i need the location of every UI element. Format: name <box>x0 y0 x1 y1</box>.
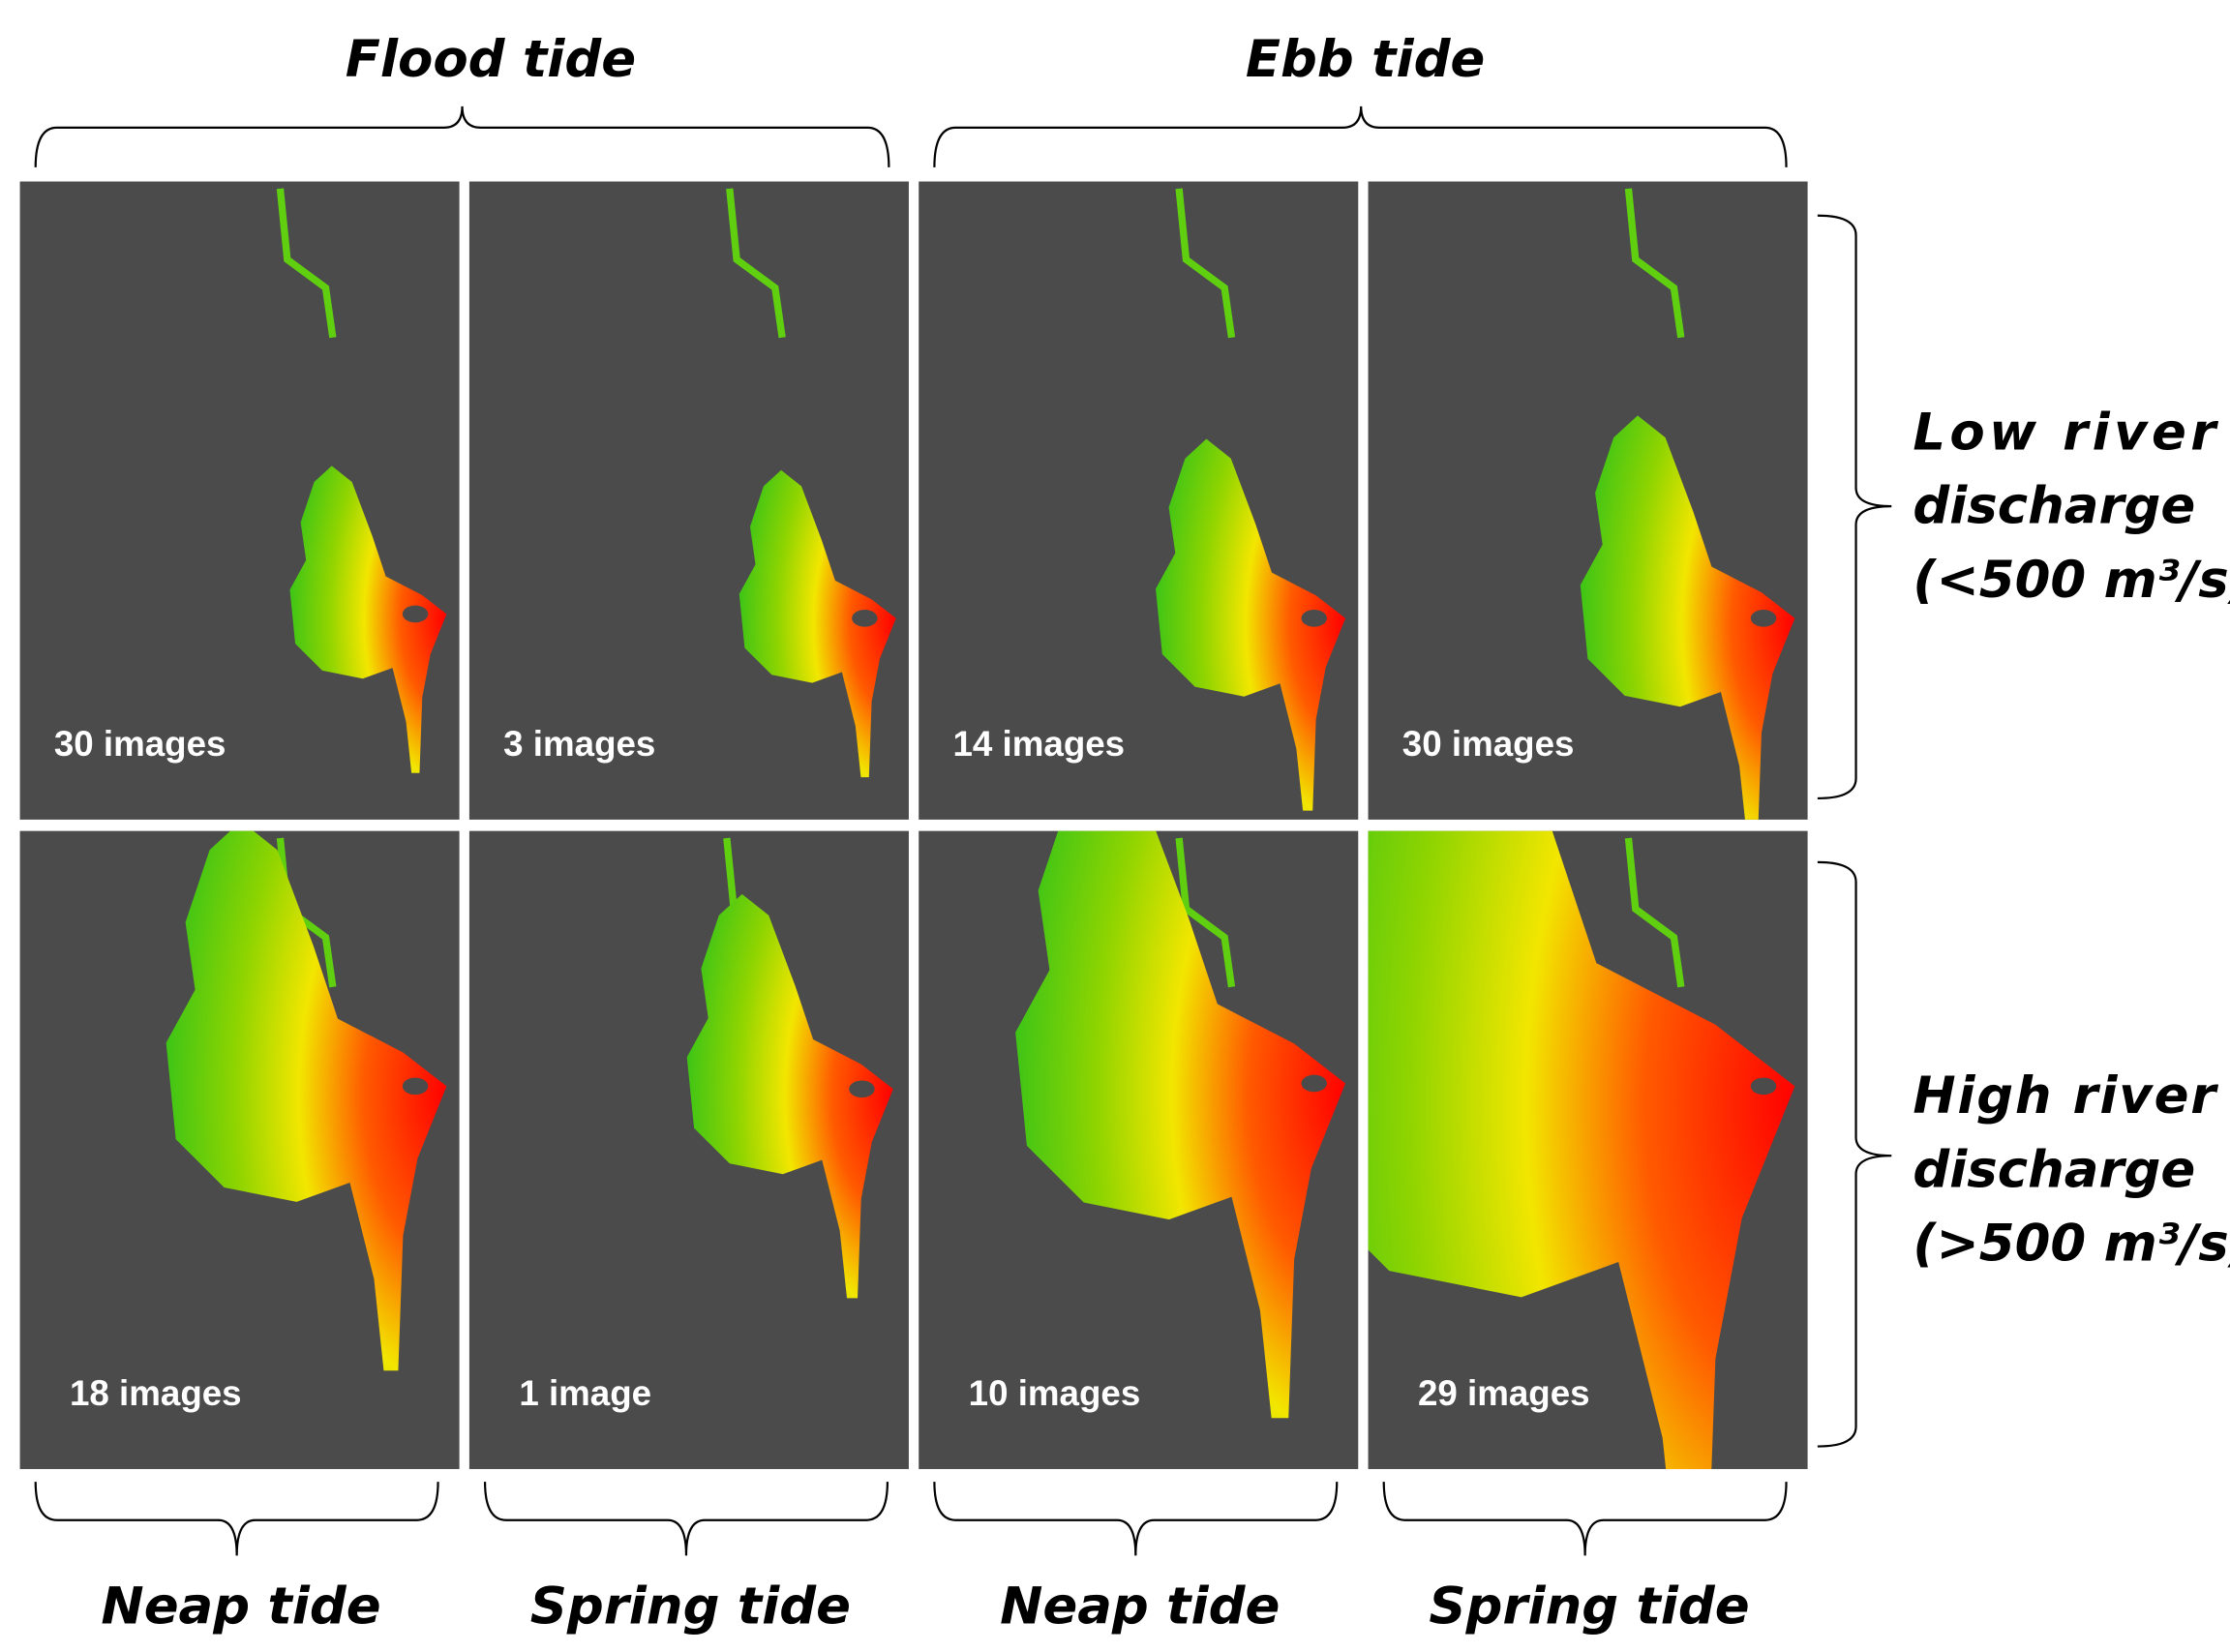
island <box>1301 610 1326 627</box>
island <box>1301 1075 1326 1093</box>
row-label: (<500 m³/s) <box>1913 551 2230 610</box>
island <box>852 610 877 627</box>
image-count: 30 images <box>1402 724 1575 764</box>
column-label: Spring tide <box>1429 1577 1749 1637</box>
brace <box>934 1482 1337 1555</box>
brace <box>1384 1482 1787 1555</box>
image-count: 10 images <box>969 1373 1141 1413</box>
image-count: 3 images <box>503 724 655 764</box>
row-label: Low river <box>1913 404 2218 463</box>
island <box>403 1078 428 1096</box>
row-label: (>500 m³/s) <box>1913 1215 2230 1274</box>
image-count: 29 images <box>1418 1373 1590 1413</box>
island <box>403 606 428 623</box>
island <box>849 1081 874 1098</box>
image-count: 14 images <box>952 724 1125 764</box>
brace <box>934 106 1786 167</box>
row-label: High river <box>1913 1066 2218 1126</box>
column-label: Neap tide <box>1000 1577 1280 1637</box>
row-label: discharge <box>1913 1140 2195 1199</box>
island <box>1751 1078 1776 1096</box>
image-count: 1 image <box>519 1373 651 1413</box>
brace <box>485 1482 888 1555</box>
brace <box>1818 862 1891 1447</box>
island <box>1751 610 1776 627</box>
image-count: 18 images <box>70 1373 242 1413</box>
image-count: 30 images <box>54 724 226 764</box>
column-label: Ebb tide <box>1246 30 1485 89</box>
column-label: Spring tide <box>530 1577 851 1637</box>
row-label: discharge <box>1913 477 2195 536</box>
figure: Flood tide Ebb tide 30 images 3 images 14 … <box>0 0 2230 1652</box>
brace <box>36 106 889 167</box>
column-label: Neap tide <box>101 1577 380 1637</box>
brace <box>36 1482 438 1555</box>
panel-grid: 30 images 3 images 14 images 30 images 18 im… <box>20 182 1808 1606</box>
page: {"header":{"columns":[{"label":"Flood ti… <box>0 0 2230 1652</box>
footer: Neap tide Spring tide Neap tide Spring tide <box>36 1482 1787 1637</box>
column-label: Flood tide <box>346 30 636 89</box>
brace <box>1818 216 1891 798</box>
